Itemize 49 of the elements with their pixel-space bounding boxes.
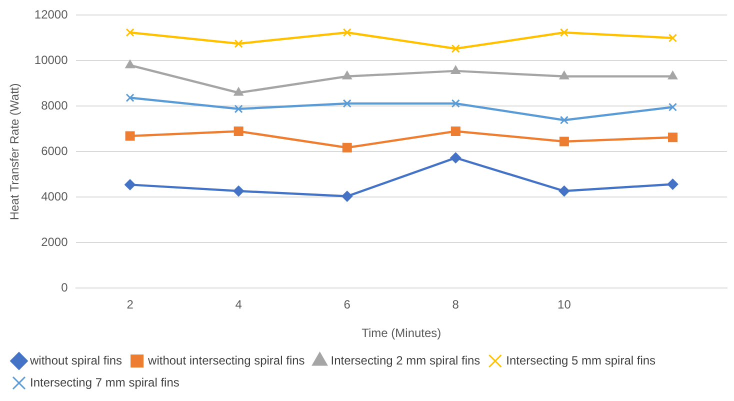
point (450, 152, 462, 164)
point (126, 28, 134, 37)
point (342, 142, 352, 152)
point (668, 70, 678, 80)
legend-label: without intersecting spiral fins (147, 353, 305, 368)
x-tick-label: 8 (452, 298, 460, 312)
point (450, 126, 460, 136)
point (668, 34, 678, 42)
y-axis-title: Heat Transfer Rate (Watt) (8, 83, 22, 220)
point (125, 60, 135, 68)
point (233, 186, 244, 197)
y-tick-label: 6000 (41, 144, 68, 158)
point (668, 102, 678, 112)
y-tick-label: 8000 (41, 98, 68, 113)
point (558, 186, 570, 197)
point (126, 93, 134, 102)
point (342, 28, 352, 37)
point (234, 87, 244, 96)
point (450, 65, 460, 74)
x-tick-label: 2 (126, 298, 134, 312)
point (234, 126, 244, 136)
point (560, 116, 568, 124)
point (667, 178, 678, 190)
y-tick-label: 12000 (34, 8, 68, 22)
point (559, 70, 570, 80)
y-tick-label: 4000 (41, 190, 68, 204)
point (451, 99, 460, 108)
x-tick-label: 6 (344, 298, 351, 312)
point (234, 104, 243, 114)
point (451, 44, 460, 53)
point (560, 28, 568, 37)
y-tick-label: 0 (61, 280, 68, 295)
x-tick-label: 4 (235, 298, 242, 312)
legend-label: Intersecting 5 mm spiral fins (506, 353, 656, 368)
point (342, 99, 352, 108)
legend-label: without spiral fins (29, 353, 122, 368)
legend-label: Intersecting 2 mm spiral fins (330, 353, 480, 368)
legend-label: Intersecting 7 mm spiral fins (30, 375, 180, 390)
point (124, 179, 136, 190)
point (668, 132, 678, 142)
point (234, 39, 243, 48)
x-tick-label: 10 (558, 298, 572, 312)
y-tick-label: 10000 (34, 53, 68, 68)
point (342, 190, 353, 202)
x-axis-title: Time (Minutes) (362, 326, 442, 340)
y-tick-label: 2000 (41, 235, 68, 250)
point (559, 136, 569, 146)
point (342, 70, 352, 80)
point (125, 131, 135, 141)
